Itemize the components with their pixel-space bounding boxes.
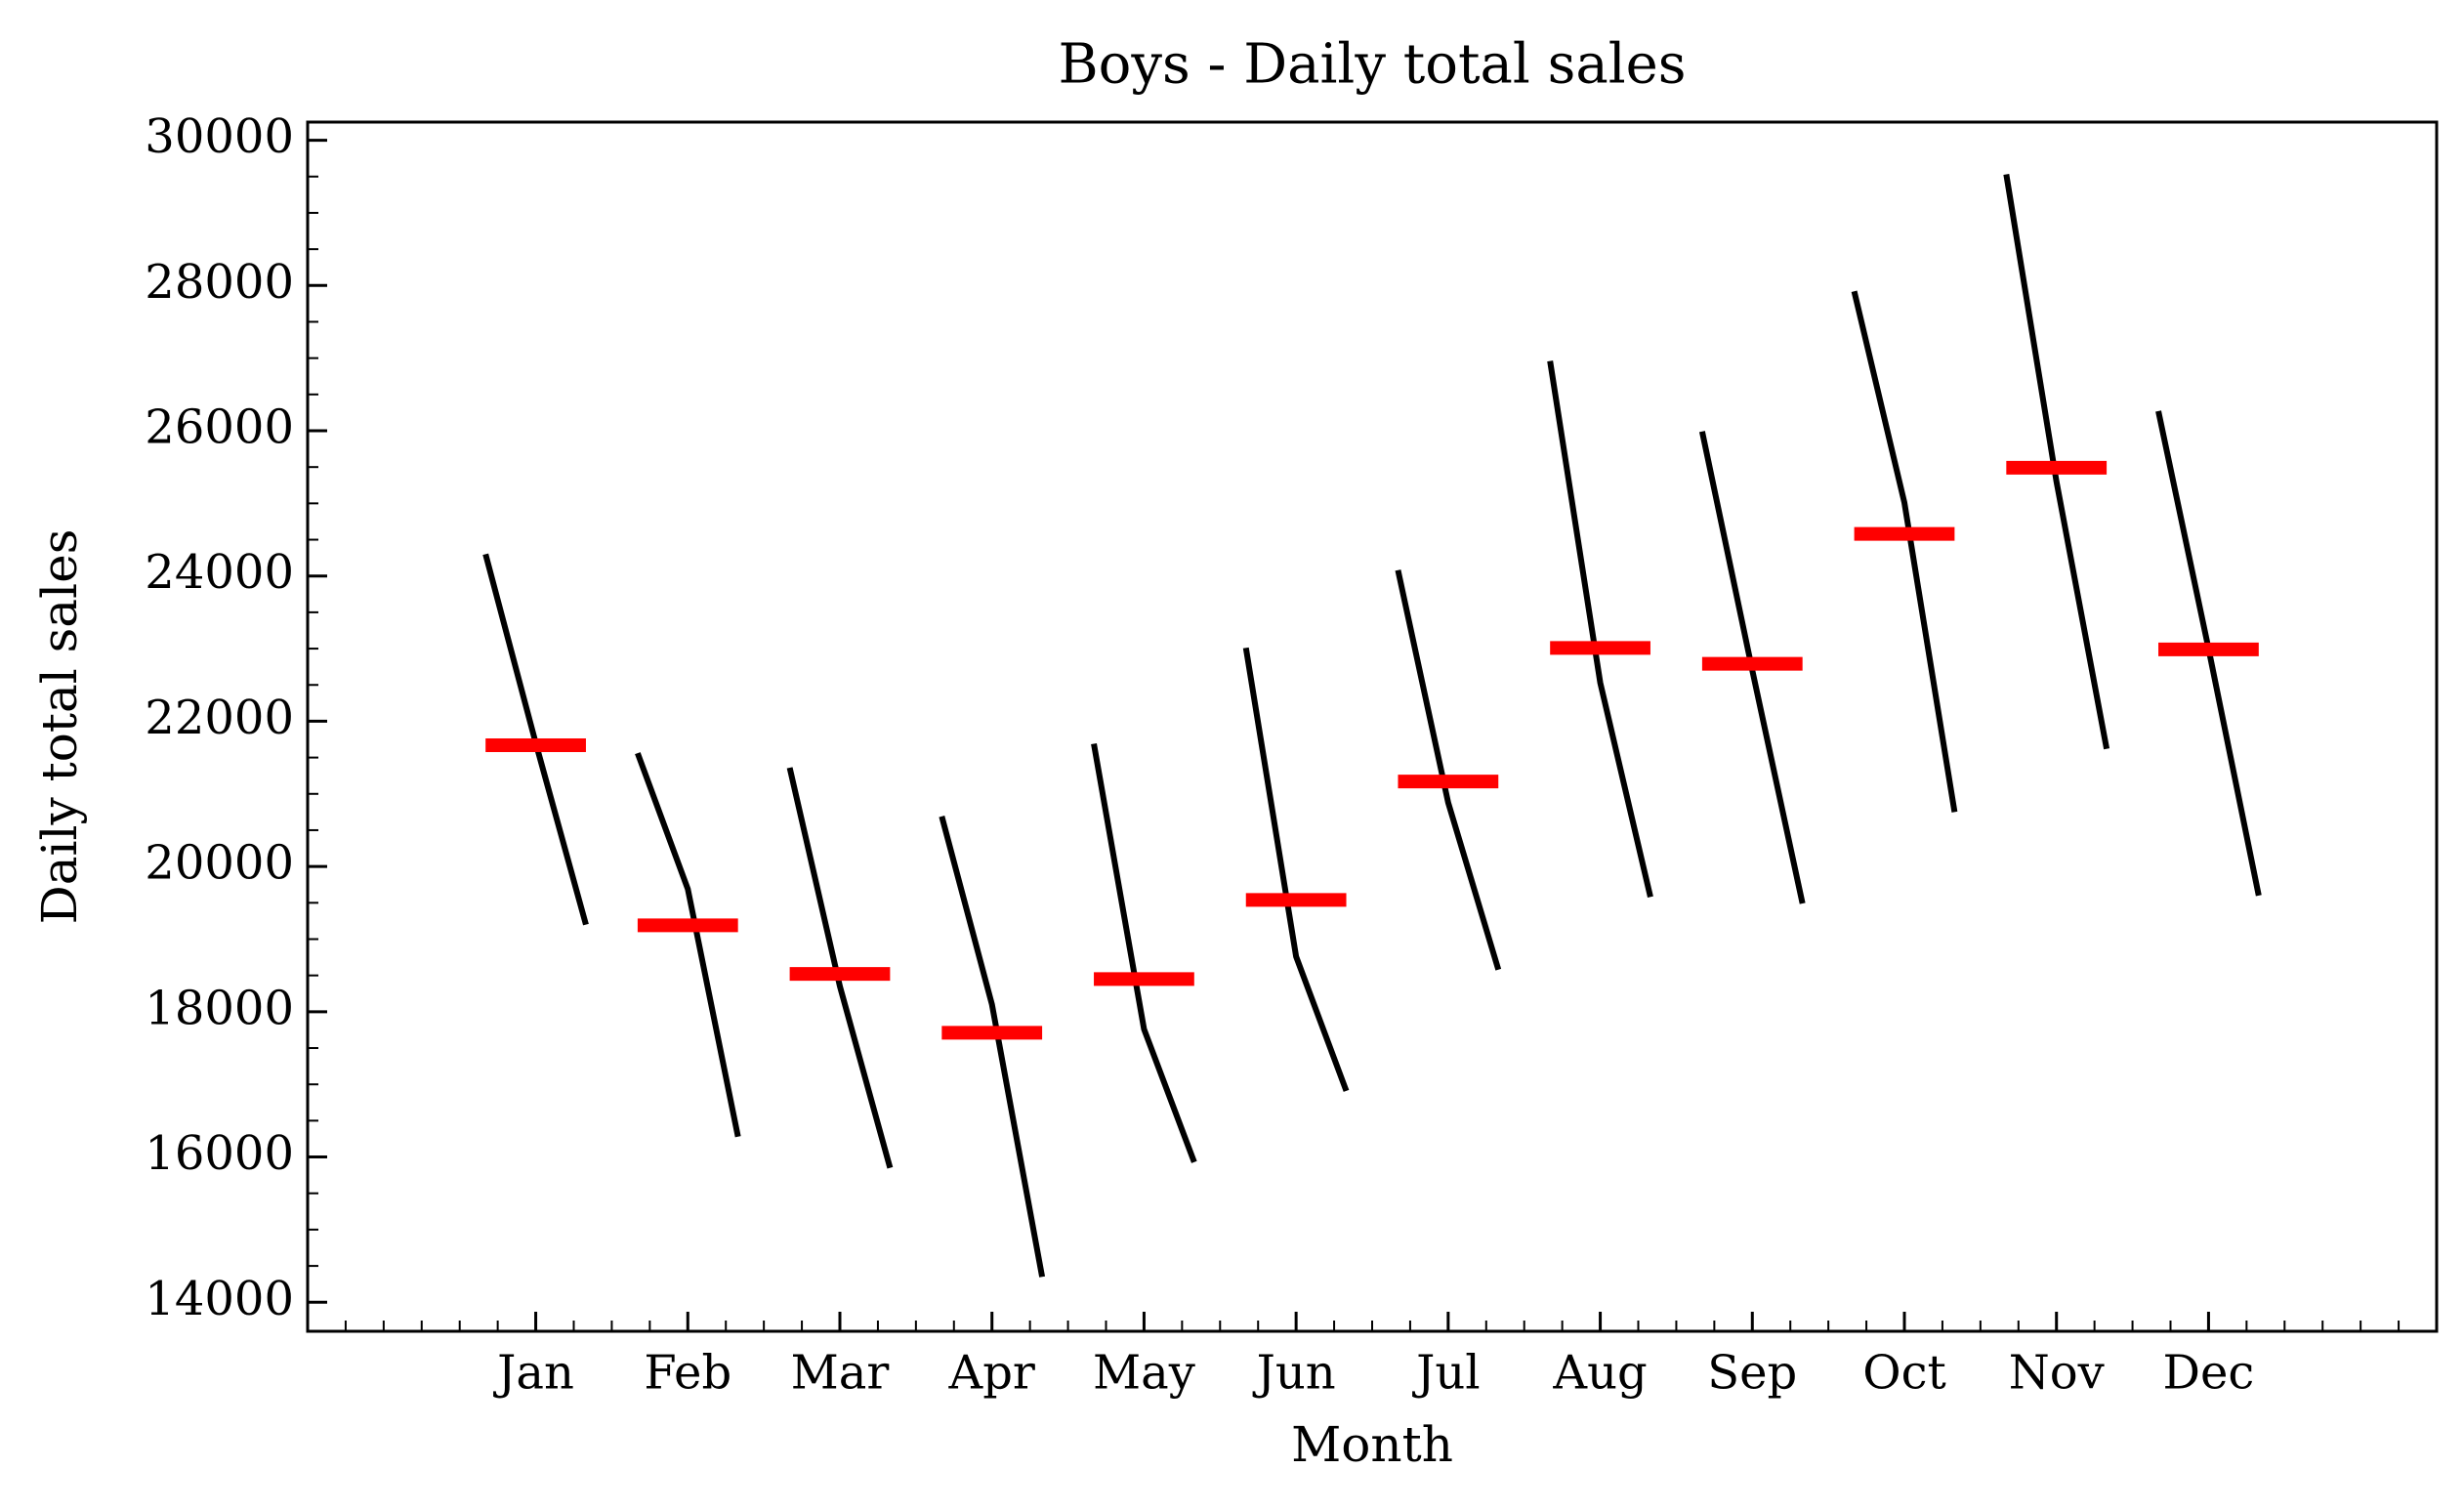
y-tick-label: 18000 [145,981,294,1035]
chart-title: Boys - Daily total sales [1058,33,1686,97]
x-tick-label: Jul [1411,1346,1481,1401]
month-line [1851,290,1958,813]
y-tick-label: 22000 [145,691,294,745]
y-tick-label: 26000 [145,400,294,455]
y-tick-label: 14000 [145,1272,294,1326]
y-tick-label: 20000 [145,836,294,891]
x-tick-label: Dec [2163,1346,2255,1401]
month-line [1395,569,1502,971]
x-tick-label: Feb [644,1346,731,1401]
x-tick-label: Jan [492,1346,574,1401]
month-line [1242,647,1350,1092]
x-tick-label: Apr [948,1346,1035,1401]
x-tick-label: May [1093,1346,1195,1401]
y-tick-label: 16000 [145,1126,294,1181]
month-line [939,816,1046,1278]
month-line [2003,174,2110,750]
x-tick-label: Sep [1707,1346,1797,1401]
x-tick-label: Aug [1552,1346,1647,1401]
x-tick-label: Mar [791,1346,890,1401]
x-axis-label: Month [1291,1416,1453,1473]
month-line [1091,742,1197,1163]
month-line [1547,360,1653,899]
y-tick-label: 30000 [145,109,294,164]
x-tick-label: Oct [1862,1346,1946,1401]
x-tick-label: Jun [1252,1346,1336,1401]
month-line [786,767,894,1169]
month-line [635,752,741,1138]
y-tick-label: 28000 [145,255,294,310]
y-tick-label: 24000 [145,545,294,600]
y-axis-label: Daily total sales [31,529,88,925]
plot-frame [306,120,2439,1333]
x-tick-label: Nov [2009,1346,2105,1401]
